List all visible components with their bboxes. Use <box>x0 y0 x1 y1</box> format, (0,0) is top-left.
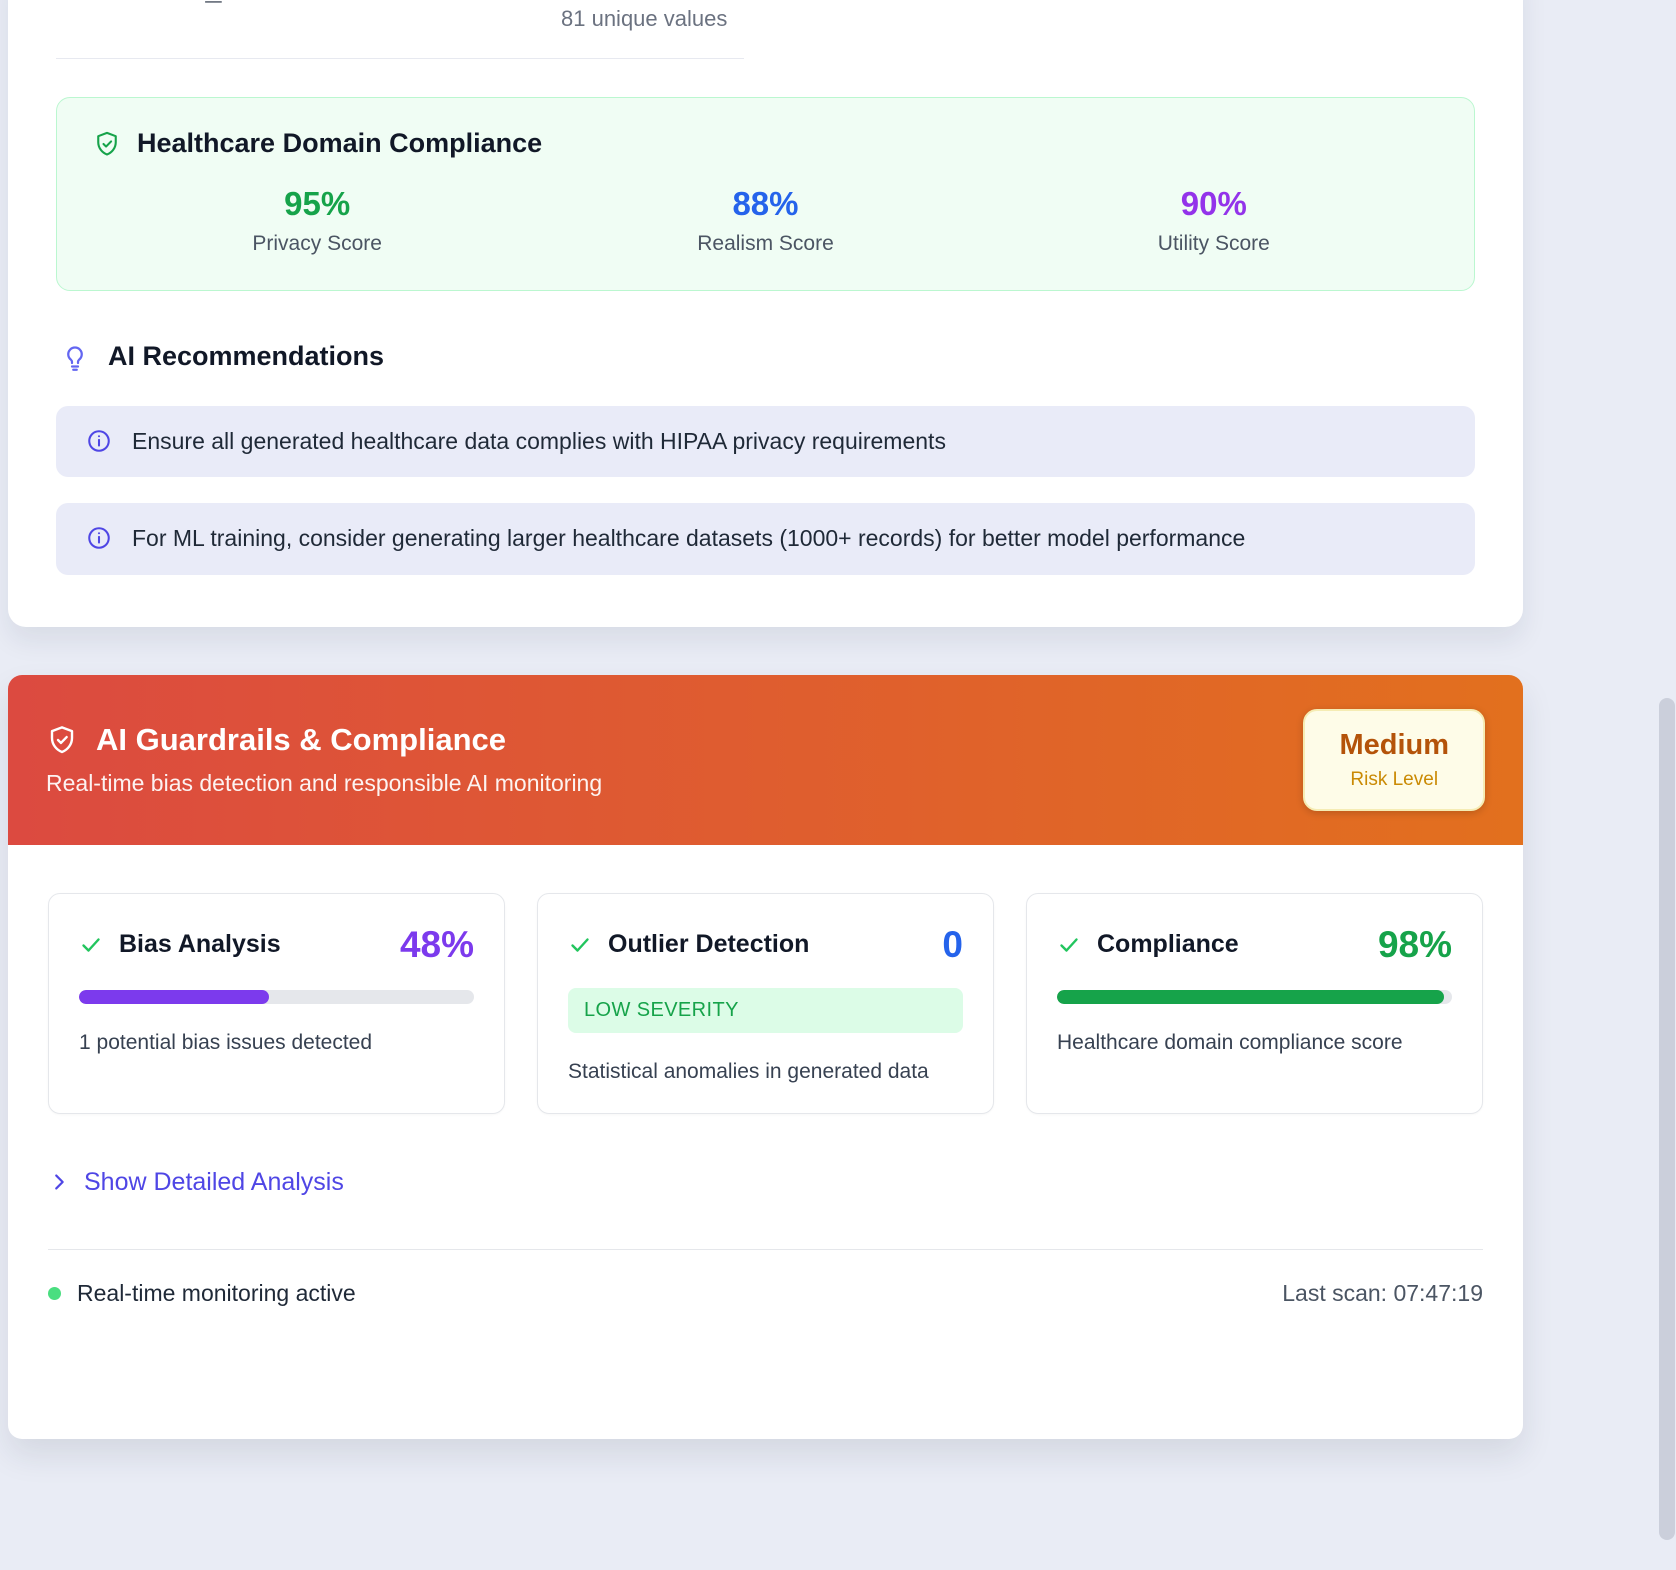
ai-recommendations-title: AI Recommendations <box>108 341 385 371</box>
check-icon <box>1057 933 1081 957</box>
healthcare-compliance-panel: Healthcare Domain Compliance 95% Privacy… <box>56 97 1475 291</box>
shield-check-icon <box>93 130 121 158</box>
realism-score-label: Realism Score <box>697 232 834 255</box>
check-icon <box>79 933 103 957</box>
guardrails-footer: Real-time monitoring active Last scan: 0… <box>48 1250 1483 1307</box>
recommendation-text: Ensure all generated healthcare data com… <box>132 428 946 454</box>
bias-progress-fill <box>79 989 269 1004</box>
compliance-progress-fill <box>1057 989 1445 1004</box>
risk-level-value: Medium <box>1339 728 1449 761</box>
bias-analysis-card: Bias Analysis 48% 1 potential bias issue… <box>48 892 505 1114</box>
info-icon <box>86 520 112 551</box>
shield-check-icon <box>46 724 78 756</box>
bias-analysis-description: 1 potential bias issues detected <box>79 1030 373 1054</box>
realism-score: 88% Realism Score <box>541 185 989 256</box>
compliance-progress-track <box>1057 989 1452 1004</box>
guardrails-subtitle: Real-time bias detection and responsible… <box>46 770 603 796</box>
outlier-detection-card: Outlier Detection 0 LOW SEVERITY Statist… <box>537 892 994 1114</box>
compliance-panel-header: Healthcare Domain Compliance <box>93 128 1438 159</box>
bias-progress-track <box>79 989 474 1004</box>
last-scan-label: Last scan: 07:47:19 <box>1282 1279 1483 1306</box>
guardrails-body: Bias Analysis 48% 1 potential bias issue… <box>8 845 1523 1439</box>
data-quality-card: admission_date 81 unique values Healthca… <box>8 0 1523 627</box>
ai-guardrails-card: AI Guardrails & Compliance Real-time bia… <box>8 674 1523 1439</box>
show-detailed-analysis-label: Show Detailed Analysis <box>84 1167 344 1196</box>
ai-recommendations-section: AI Recommendations Ensure all generated … <box>56 341 1475 575</box>
privacy-score-value: 95% <box>284 185 351 222</box>
compliance-title: Compliance <box>1097 930 1239 958</box>
recommendation-text: For ML training, consider generating lar… <box>132 525 1246 552</box>
utility-score-value: 90% <box>1180 185 1247 222</box>
compliance-value: 98% <box>1377 923 1452 965</box>
realism-score-value: 88% <box>732 185 799 222</box>
compliance-description: Healthcare domain compliance score <box>1057 1030 1403 1054</box>
info-icon <box>86 423 112 454</box>
field-name-label: admission_date <box>62 0 281 7</box>
chevron-right-icon <box>48 1171 70 1193</box>
compliance-header: Compliance 98% <box>1057 924 1452 966</box>
metrics-grid: Bias Analysis 48% 1 potential bias issue… <box>48 892 1483 1114</box>
bias-analysis-title: Bias Analysis <box>119 930 281 958</box>
status-dot-icon <box>48 1286 61 1300</box>
guardrails-title: AI Guardrails & Compliance <box>96 722 506 757</box>
bias-analysis-header: Bias Analysis 48% <box>79 924 474 966</box>
monitoring-status: Real-time monitoring active <box>48 1280 356 1307</box>
privacy-score: 95% Privacy Score <box>93 185 541 256</box>
guardrails-header-left: AI Guardrails & Compliance Real-time bia… <box>46 722 602 797</box>
compliance-panel-title: Healthcare Domain Compliance <box>137 128 543 158</box>
utility-score-label: Utility Score <box>1157 232 1270 255</box>
recommendation-item: Ensure all generated healthcare data com… <box>56 406 1475 478</box>
field-row-admission-date: admission_date 81 unique values <box>56 0 1475 60</box>
outlier-detection-header: Outlier Detection 0 <box>568 924 963 966</box>
severity-badge: LOW SEVERITY <box>568 987 963 1033</box>
monitoring-status-label: Real-time monitoring active <box>77 1279 356 1306</box>
vertical-scrollbar-thumb[interactable] <box>1659 698 1675 1540</box>
compliance-card: Compliance 98% Healthcare domain complia… <box>1026 892 1483 1114</box>
footer-divider <box>48 1248 1483 1250</box>
privacy-score-label: Privacy Score <box>252 232 382 255</box>
recommendation-item: For ML training, consider generating lar… <box>56 503 1475 575</box>
guardrails-title-row: AI Guardrails & Compliance <box>46 722 602 758</box>
guardrails-header: AI Guardrails & Compliance Real-time bia… <box>8 674 1523 845</box>
check-icon <box>568 933 592 957</box>
utility-score: 90% Utility Score <box>990 185 1438 256</box>
show-detailed-analysis-link[interactable]: Show Detailed Analysis <box>48 1168 344 1197</box>
risk-level-label: Risk Level <box>1350 768 1439 790</box>
outlier-detection-value: 0 <box>942 923 963 965</box>
ai-recommendations-header: AI Recommendations <box>56 341 1475 372</box>
bias-analysis-value: 48% <box>399 923 474 965</box>
compliance-scores-row: 95% Privacy Score 88% Realism Score 90% … <box>93 185 1438 256</box>
outlier-detection-description: Statistical anomalies in generated data <box>568 1059 929 1083</box>
risk-level-badge: Medium Risk Level <box>1303 708 1485 811</box>
unique-values-label: 81 unique values <box>561 6 728 31</box>
row-divider <box>56 58 744 59</box>
lightbulb-icon <box>60 342 90 372</box>
outlier-detection-title: Outlier Detection <box>608 930 810 958</box>
